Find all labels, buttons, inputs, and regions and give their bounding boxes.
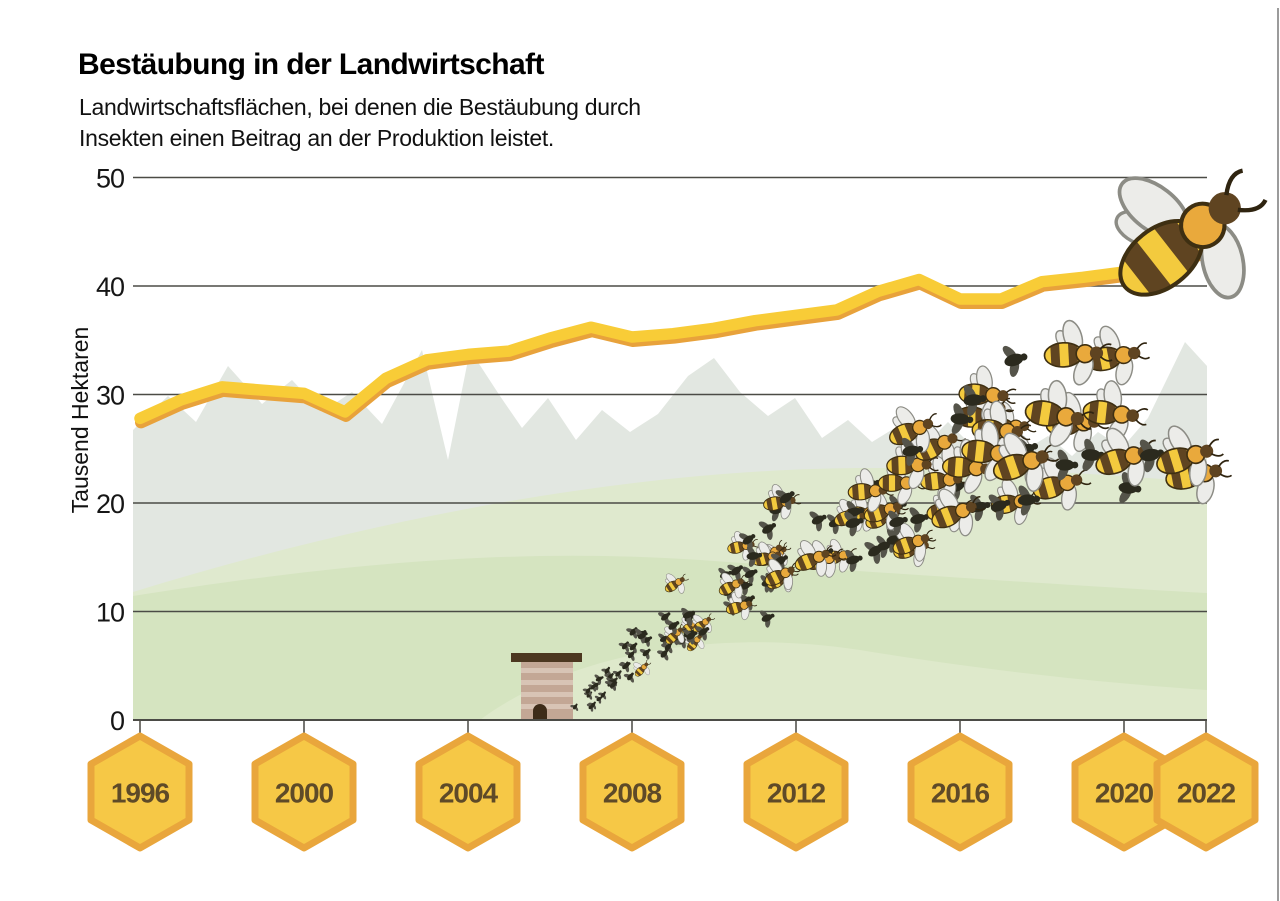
- bee-icon: [1071, 116, 1280, 351]
- pollination-line: [134, 243, 1212, 425]
- year-badge-label: 2004: [439, 778, 499, 809]
- year-badge-label: 2000: [275, 778, 334, 809]
- year-badge: 2016: [907, 732, 1013, 852]
- year-badge: 2020: [1071, 732, 1177, 852]
- hexagon-badge: [415, 732, 521, 852]
- year-badge-label: 2008: [603, 778, 662, 809]
- hexagon-badge: [743, 732, 849, 852]
- year-badge: 2004: [415, 732, 521, 852]
- year-badge-label: 2022: [1177, 778, 1236, 809]
- chart-header: Bestäubung in der Landwirtschaft Landwir…: [78, 48, 718, 154]
- y-tick-label: 40: [96, 272, 124, 302]
- hexagon-badge: [87, 732, 193, 852]
- y-axis-title: Tausend Hektaren: [67, 327, 93, 514]
- page-title: Bestäubung in der Landwirtschaft: [78, 48, 544, 81]
- year-badge: 2008: [579, 732, 685, 852]
- year-badge: 1996: [87, 732, 193, 852]
- year-badge: 2000: [251, 732, 357, 852]
- year-badge: 2012: [743, 732, 849, 852]
- y-tick-label: 0: [110, 706, 124, 736]
- hills-illustration: [480, 642, 1207, 720]
- year-badge-label: 2012: [767, 778, 826, 809]
- y-tick-label: 50: [96, 164, 124, 194]
- subtitle-line-2: Insekten einen Beitrag an der Produktion…: [79, 125, 554, 151]
- subtitle-line-1: Landwirtschaftsflächen, bei denen die Be…: [79, 94, 641, 120]
- hexagon-badge: [251, 732, 357, 852]
- y-tick-label: 20: [96, 489, 124, 519]
- hexagon-badge: [579, 732, 685, 852]
- y-tick-label: 10: [96, 598, 124, 628]
- chart-subtitle: Landwirtschaftsflächen, bei denen die Be…: [79, 92, 718, 154]
- year-badge: 2022: [1153, 732, 1259, 852]
- small-bee-icon: [999, 338, 1033, 381]
- hexagon-badge: [1153, 732, 1259, 852]
- y-tick-label: 30: [96, 381, 124, 411]
- hexagon-badge: [907, 732, 1013, 852]
- window-edge: [1277, 8, 1279, 901]
- year-badge-label: 2020: [1095, 778, 1154, 809]
- year-badge-label: 1996: [111, 778, 170, 809]
- beehive-icon: [511, 653, 582, 719]
- year-badge-label: 2016: [931, 778, 990, 809]
